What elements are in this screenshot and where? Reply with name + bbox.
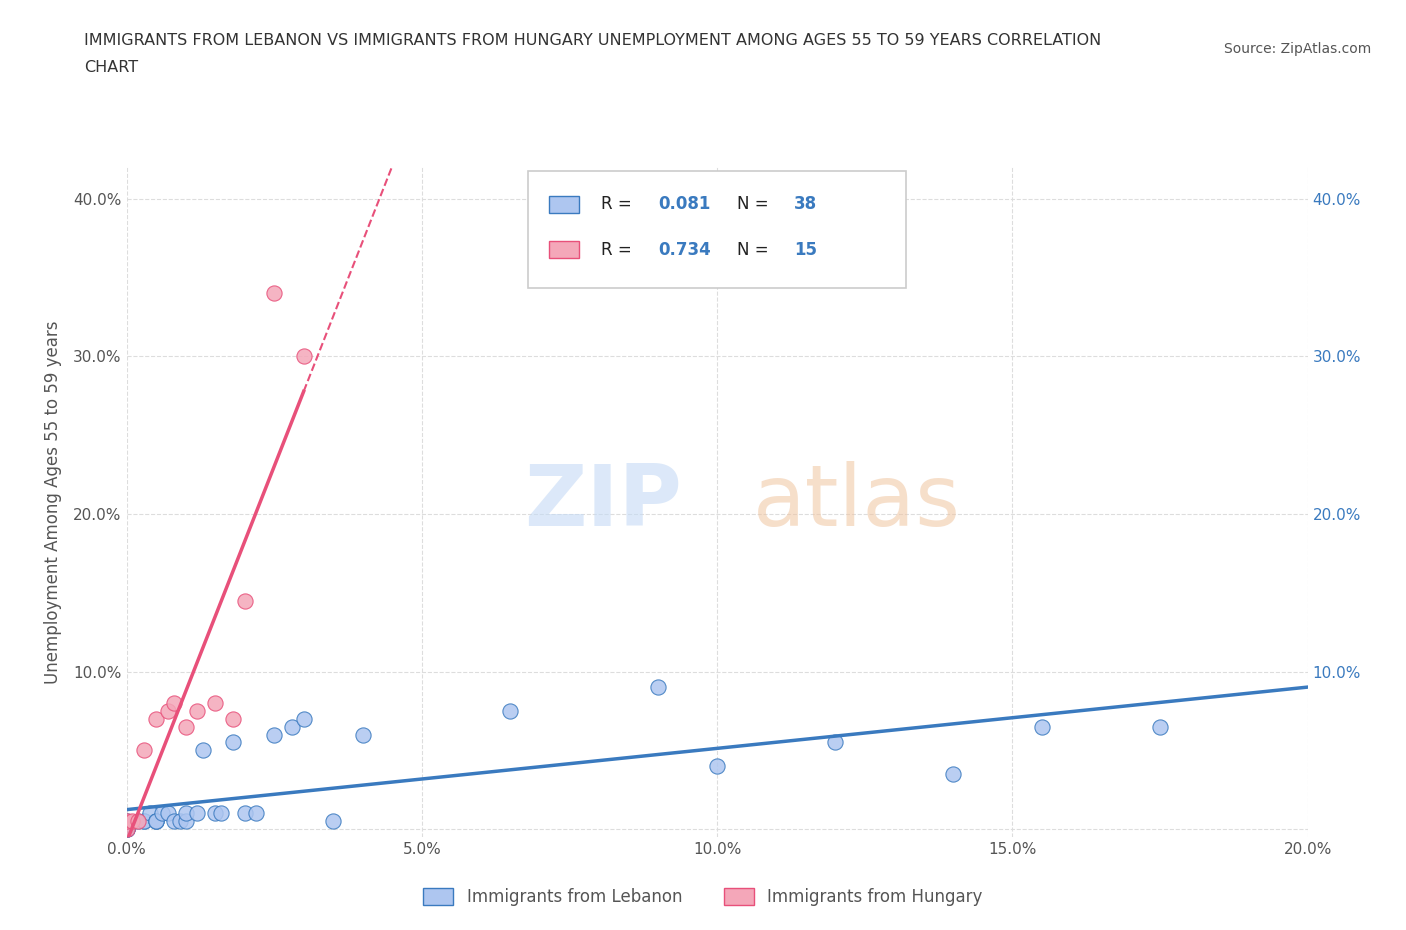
Point xyxy=(145,814,167,829)
Text: R =: R = xyxy=(602,195,637,213)
Point xyxy=(233,806,256,821)
Text: 15: 15 xyxy=(794,241,817,259)
Point xyxy=(145,711,167,726)
Point xyxy=(204,806,226,821)
FancyBboxPatch shape xyxy=(529,171,905,288)
Point xyxy=(1149,719,1171,734)
Point xyxy=(647,680,669,695)
Point xyxy=(127,814,149,829)
Text: atlas: atlas xyxy=(752,460,960,544)
Point xyxy=(115,822,138,837)
Point xyxy=(245,806,267,821)
Text: 0.734: 0.734 xyxy=(658,241,711,259)
Point xyxy=(115,817,138,831)
Y-axis label: Unemployment Among Ages 55 to 59 years: Unemployment Among Ages 55 to 59 years xyxy=(44,321,62,684)
Point xyxy=(115,822,138,837)
Point xyxy=(134,814,156,829)
Point xyxy=(193,743,215,758)
Point xyxy=(222,735,245,750)
Point xyxy=(134,743,156,758)
Point xyxy=(942,766,965,781)
Point xyxy=(163,814,186,829)
Point xyxy=(150,806,173,821)
Point xyxy=(352,727,374,742)
Point xyxy=(139,806,162,821)
Text: N =: N = xyxy=(737,241,775,259)
Point xyxy=(263,286,285,301)
Point xyxy=(134,814,156,829)
Point xyxy=(499,703,522,718)
Text: ZIP: ZIP xyxy=(524,460,682,544)
Point xyxy=(115,814,138,829)
Point xyxy=(292,349,315,364)
Point xyxy=(174,719,197,734)
FancyBboxPatch shape xyxy=(550,196,579,213)
Text: 0.081: 0.081 xyxy=(658,195,710,213)
Point xyxy=(145,814,167,829)
Text: CHART: CHART xyxy=(84,60,138,75)
Point xyxy=(115,822,138,837)
Point xyxy=(156,806,179,821)
Point xyxy=(204,696,226,711)
Point xyxy=(706,759,728,774)
Point xyxy=(115,818,138,833)
Point xyxy=(174,806,197,821)
Point xyxy=(186,806,208,821)
Point xyxy=(169,814,191,829)
Point xyxy=(292,711,315,726)
Point xyxy=(281,719,304,734)
Point xyxy=(263,727,285,742)
Point xyxy=(233,593,256,608)
Point xyxy=(156,703,179,718)
Text: IMMIGRANTS FROM LEBANON VS IMMIGRANTS FROM HUNGARY UNEMPLOYMENT AMONG AGES 55 TO: IMMIGRANTS FROM LEBANON VS IMMIGRANTS FR… xyxy=(84,33,1102,47)
Text: 38: 38 xyxy=(794,195,817,213)
Point xyxy=(222,711,245,726)
Point xyxy=(115,814,138,829)
Point xyxy=(209,806,232,821)
Text: N =: N = xyxy=(737,195,775,213)
Point xyxy=(186,703,208,718)
Point xyxy=(174,814,197,829)
Point xyxy=(115,822,138,837)
Point xyxy=(145,814,167,829)
Point xyxy=(121,814,143,829)
Text: Source: ZipAtlas.com: Source: ZipAtlas.com xyxy=(1223,42,1371,56)
Point xyxy=(163,696,186,711)
Point xyxy=(1031,719,1053,734)
Legend: Immigrants from Lebanon, Immigrants from Hungary: Immigrants from Lebanon, Immigrants from… xyxy=(416,881,990,912)
Text: R =: R = xyxy=(602,241,637,259)
Point xyxy=(127,814,149,829)
FancyBboxPatch shape xyxy=(550,242,579,259)
Point xyxy=(824,735,846,750)
Point xyxy=(322,814,344,829)
